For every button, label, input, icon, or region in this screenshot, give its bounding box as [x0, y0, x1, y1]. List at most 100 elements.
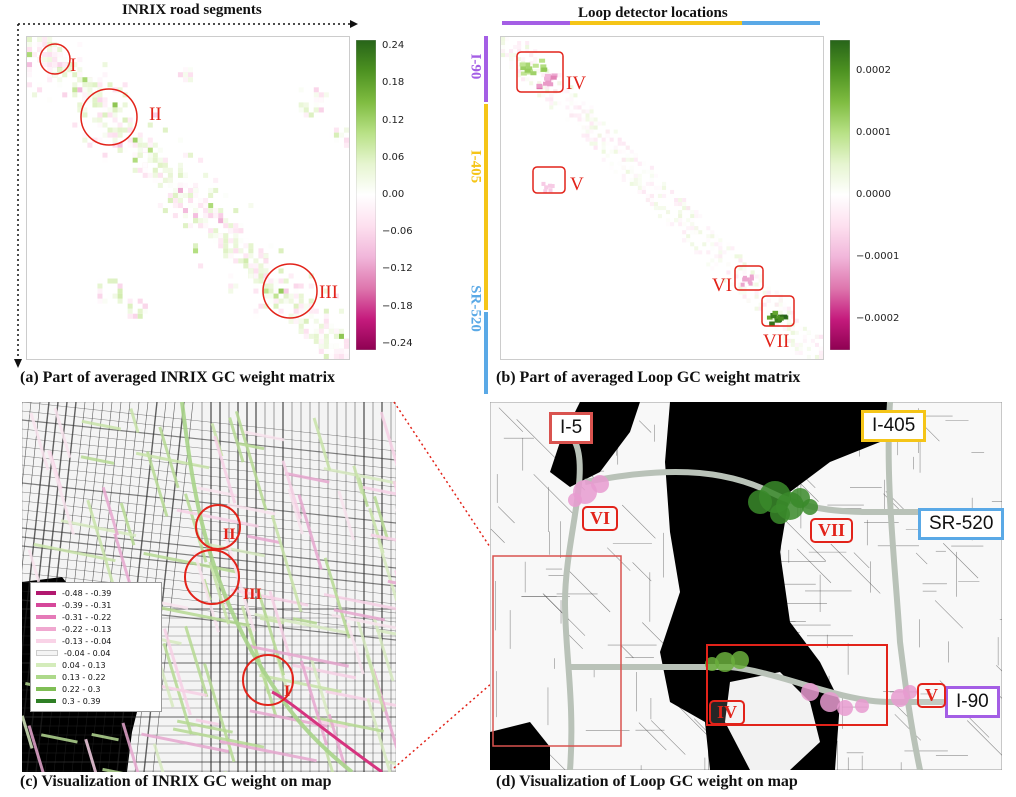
heatmap-cell	[517, 49, 522, 54]
highway-i405	[885, 402, 923, 770]
heatmap-cell	[718, 254, 723, 259]
heatmap-cell	[710, 246, 715, 251]
annotation-box-vi	[734, 265, 764, 291]
heatmap-cell	[52, 52, 58, 58]
map-d-hwy-sr520: SR-520	[918, 508, 1005, 540]
heatmap-cell	[569, 93, 574, 98]
heatmap-cell	[577, 117, 582, 122]
colorbar-gradient	[830, 40, 850, 350]
heatmap-cell	[112, 102, 118, 108]
weight-point	[705, 657, 719, 671]
heatmap-cell	[601, 137, 606, 142]
street-line	[638, 722, 667, 751]
left-bar-sr520	[484, 312, 488, 394]
heatmap-cell	[218, 233, 224, 239]
heatmap-cell	[152, 157, 158, 163]
heatmap-cell	[649, 202, 654, 207]
heatmap-cell	[740, 282, 745, 287]
street-line	[22, 402, 396, 443]
heatmap-cell	[112, 137, 118, 143]
street-line	[565, 567, 611, 613]
heatmap-cell	[605, 129, 610, 134]
heatmap-cell	[742, 262, 747, 267]
heatmap-cell	[714, 238, 719, 243]
heatmap-cell	[710, 230, 715, 235]
heatmap-cell	[690, 218, 695, 223]
heatmap-cell	[545, 69, 550, 74]
inrix-colorbar-ticks: 0.24 0.18 0.12 0.06 0.00 −0.06 −0.12 −0.18 −0.24	[380, 40, 420, 350]
heatmap-cell	[537, 69, 542, 74]
heatmap-cell	[649, 165, 654, 170]
heatmap-cell	[303, 308, 309, 314]
weight-point	[715, 652, 735, 672]
heatmap-cell	[298, 107, 304, 113]
legend-label: -0.13 - -0.04	[62, 636, 112, 646]
heatmap-cell	[573, 105, 578, 110]
heatmap-cell	[102, 112, 108, 118]
heatmap-cell	[238, 223, 244, 229]
heatmap-cell	[117, 288, 123, 294]
street-line	[966, 720, 1002, 756]
weighted-segment	[184, 625, 209, 698]
heatmap-cell	[107, 117, 113, 123]
heatmap-cell	[298, 328, 304, 334]
panel-a-title: INRIX road segments	[122, 2, 262, 18]
heatmap-cell	[268, 293, 274, 299]
heatmap-cell	[293, 303, 299, 309]
weighted-segment	[40, 733, 78, 744]
legend-swatch	[36, 603, 56, 607]
heatmap-cell	[182, 67, 188, 73]
weighted-segment	[146, 451, 169, 517]
highway-segment	[180, 402, 354, 772]
heatmap-cell	[248, 243, 254, 249]
heatmap-cell	[203, 213, 209, 219]
heatmap-cell	[501, 41, 506, 46]
heatmap-cell	[338, 333, 344, 339]
heatmap-cell	[633, 181, 638, 186]
heatmap-cell	[544, 185, 549, 190]
heatmap-cell	[47, 97, 53, 103]
weighted-segment	[203, 663, 236, 763]
heat-a-label-iii: III	[319, 282, 338, 303]
weighted-segment	[372, 617, 395, 682]
heatmap-cell	[745, 277, 750, 282]
heatmap-cell	[97, 137, 103, 143]
heatmap-cell	[778, 306, 783, 311]
heatmap-cell	[288, 273, 294, 279]
heatmap-cell	[678, 202, 683, 207]
heatmap-cell	[774, 290, 779, 295]
heatmap-cell	[710, 258, 715, 263]
heatmap-cell	[298, 298, 304, 304]
heatmap-cell	[318, 333, 324, 339]
heatmap-cell	[298, 323, 304, 329]
weighted-segment	[46, 450, 75, 535]
street-line	[490, 528, 505, 543]
heatmap-cell	[117, 132, 123, 138]
heatmap-cell	[734, 254, 739, 259]
heatmap-cell	[778, 316, 784, 321]
street-line	[796, 548, 832, 584]
weighted-segment	[208, 561, 230, 625]
heatmap-cell	[541, 73, 546, 78]
heatmap-cell	[726, 270, 731, 275]
heatmap-cell	[722, 250, 727, 255]
weighted-segment	[141, 732, 229, 753]
street-line	[22, 402, 32, 489]
legend-swatch	[36, 699, 56, 703]
street-line	[675, 703, 709, 736]
heatmap-cell	[278, 308, 284, 314]
heatmap-cell	[142, 162, 148, 168]
heatmap-cell	[662, 189, 667, 194]
heatmap-cell	[754, 306, 759, 311]
weighted-segment	[33, 542, 116, 563]
heatmap-cell	[698, 250, 703, 255]
heatmap-cell	[117, 122, 123, 128]
heatmap-cell	[303, 318, 309, 324]
weighted-segment	[119, 502, 136, 546]
heatmap-cell	[547, 82, 554, 87]
heatmap-cell	[87, 77, 93, 83]
heatmap-cell	[738, 282, 743, 287]
heatmap-cell	[77, 87, 83, 93]
heatmap-cell	[585, 109, 590, 114]
heatmap-cell	[774, 318, 781, 323]
